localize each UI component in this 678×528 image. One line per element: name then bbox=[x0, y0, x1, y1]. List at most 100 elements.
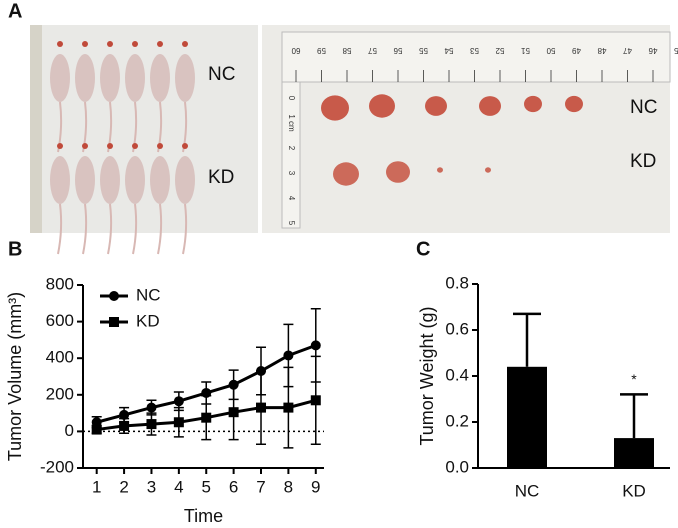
ruler-number: 5 bbox=[287, 221, 296, 226]
ruler-number: 45 bbox=[674, 46, 678, 55]
x-tick-label: 3 bbox=[147, 477, 156, 496]
ruler-number: 59 bbox=[317, 46, 326, 55]
mouse bbox=[100, 156, 120, 204]
point bbox=[173, 396, 184, 407]
ruler-number: 51 bbox=[521, 46, 530, 55]
mouse bbox=[100, 54, 120, 102]
ruler-number: 46 bbox=[648, 46, 657, 55]
mouse bbox=[125, 156, 145, 204]
point bbox=[310, 395, 321, 406]
legend-marker bbox=[109, 291, 119, 301]
x-tick-label: 4 bbox=[174, 477, 183, 496]
tumor bbox=[369, 94, 395, 118]
tumor bbox=[157, 41, 163, 47]
tumor bbox=[182, 41, 188, 47]
point bbox=[256, 402, 267, 413]
tumor bbox=[157, 143, 163, 149]
x-tick-label: 8 bbox=[284, 477, 293, 496]
mouse bbox=[75, 156, 95, 204]
mouse-tail bbox=[82, 203, 88, 255]
y-tick-label: -200 bbox=[40, 457, 74, 476]
tumor bbox=[82, 41, 88, 47]
legend-label: KD bbox=[136, 311, 160, 330]
x-tick-label: 2 bbox=[119, 477, 128, 496]
point bbox=[173, 417, 184, 428]
tumor bbox=[524, 95, 542, 113]
y-tick-label: 400 bbox=[46, 348, 74, 367]
panel-label: B bbox=[8, 238, 22, 260]
photo-bg bbox=[30, 25, 258, 233]
mouse bbox=[150, 156, 170, 204]
point bbox=[310, 340, 321, 351]
ruler-number: 0 bbox=[287, 96, 296, 101]
point bbox=[146, 402, 157, 413]
point bbox=[119, 409, 130, 420]
photo-label: KD bbox=[208, 167, 234, 188]
tumor bbox=[107, 41, 113, 47]
tumor-photo: 6059585756555453525150494847464501 cm234… bbox=[262, 25, 678, 233]
point bbox=[91, 424, 102, 435]
y-tick-label: 0.6 bbox=[445, 319, 469, 338]
x-tick-label: KD bbox=[622, 481, 646, 500]
mouse-tail bbox=[157, 203, 163, 255]
y-tick-label: 600 bbox=[46, 311, 74, 330]
tumor bbox=[321, 95, 349, 121]
y-axis-label: Tumor Weight (g) bbox=[417, 306, 437, 445]
x-axis-label: Time bbox=[184, 506, 223, 526]
tumor bbox=[182, 143, 188, 149]
y-tick-label: 200 bbox=[46, 384, 74, 403]
y-tick-label: 0.2 bbox=[445, 411, 469, 430]
ruler-number: 1 cm bbox=[287, 114, 296, 132]
mouse bbox=[175, 156, 195, 204]
mouse bbox=[75, 54, 95, 102]
mouse-tail bbox=[182, 203, 188, 255]
tumor bbox=[485, 167, 491, 173]
panel-label: A bbox=[8, 0, 22, 22]
tumor bbox=[107, 143, 113, 149]
mouse-tail bbox=[132, 203, 138, 255]
ruler-number: 52 bbox=[495, 46, 504, 55]
annotation: * bbox=[631, 371, 637, 387]
bar bbox=[614, 438, 654, 468]
ruler-number: 53 bbox=[470, 46, 479, 55]
mouse bbox=[125, 54, 145, 102]
ruler-number: 47 bbox=[623, 46, 632, 55]
ruler-number: 60 bbox=[291, 46, 300, 55]
ruler-edge bbox=[30, 25, 42, 233]
point bbox=[228, 407, 239, 418]
photo-label: NC bbox=[630, 97, 657, 118]
legend-label: NC bbox=[136, 285, 161, 304]
y-tick-label: 0.0 bbox=[445, 457, 469, 476]
ruler-number: 57 bbox=[368, 46, 377, 55]
ruler-number: 50 bbox=[546, 46, 555, 55]
tumor bbox=[437, 167, 443, 173]
mouse bbox=[150, 54, 170, 102]
ruler-number: 4 bbox=[287, 196, 296, 201]
ruler-side bbox=[281, 81, 301, 229]
tumor bbox=[57, 143, 63, 149]
ruler-number: 49 bbox=[572, 46, 581, 55]
ruler-number: 48 bbox=[597, 46, 606, 55]
mouse bbox=[175, 54, 195, 102]
point bbox=[146, 419, 157, 430]
error-bar bbox=[620, 393, 648, 439]
point bbox=[283, 350, 294, 361]
tumor bbox=[479, 96, 501, 116]
ruler-number: 2 bbox=[287, 146, 296, 151]
y-axis-label: Tumor Volume (mm³) bbox=[5, 292, 25, 461]
tumor bbox=[565, 95, 583, 113]
mouse bbox=[50, 54, 70, 102]
panel-label: C bbox=[416, 238, 430, 260]
photo-label: KD bbox=[630, 151, 656, 172]
ruler-number: 58 bbox=[342, 46, 351, 55]
x-tick-label: 9 bbox=[311, 477, 320, 496]
y-tick-label: 0 bbox=[65, 421, 74, 440]
x-tick-label: 6 bbox=[229, 477, 238, 496]
ruler-number: 55 bbox=[419, 46, 428, 55]
tumor bbox=[333, 162, 359, 186]
photo-label: NC bbox=[208, 64, 235, 85]
ruler-top bbox=[281, 31, 671, 83]
tumor bbox=[425, 96, 447, 116]
point bbox=[283, 402, 294, 413]
